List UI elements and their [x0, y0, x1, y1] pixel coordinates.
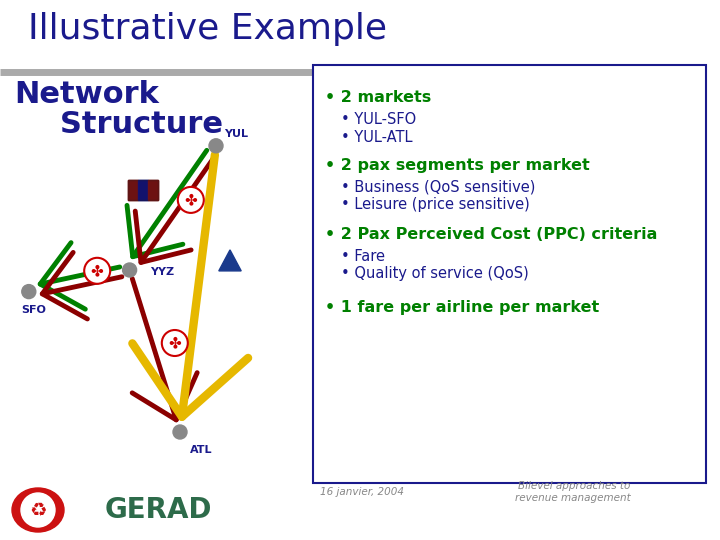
- Circle shape: [22, 285, 36, 299]
- Text: • YUL-ATL: • YUL-ATL: [341, 130, 413, 145]
- Bar: [313, 65, 706, 483]
- Text: • Quality of service (QoS): • Quality of service (QoS): [341, 266, 529, 281]
- Text: YYZ: YYZ: [150, 267, 174, 277]
- Bar: [128, 180, 158, 200]
- Text: SFO: SFO: [21, 305, 45, 315]
- Circle shape: [162, 330, 188, 356]
- Text: ATL: ATL: [190, 445, 212, 455]
- Circle shape: [84, 258, 110, 284]
- Text: YUL: YUL: [224, 129, 248, 139]
- Text: • 2 Pax Perceived Cost (PPC) criteria: • 2 Pax Perceived Cost (PPC) criteria: [325, 227, 657, 242]
- Circle shape: [173, 425, 187, 439]
- Text: • 2 markets: • 2 markets: [325, 90, 431, 105]
- Text: Structure: Structure: [28, 110, 223, 139]
- Text: 16 janvier, 2004: 16 janvier, 2004: [320, 487, 404, 497]
- Bar: [128, 180, 138, 200]
- Text: • Fare: • Fare: [341, 249, 385, 264]
- Text: • Business (QoS sensitive): • Business (QoS sensitive): [341, 180, 536, 195]
- Text: • 1 fare per airline per market: • 1 fare per airline per market: [325, 300, 600, 315]
- Bar: [148, 180, 158, 200]
- Text: Bilevel approaches to
revenue management: Bilevel approaches to revenue management: [515, 481, 631, 503]
- Ellipse shape: [12, 488, 64, 532]
- Text: • YUL-SFO: • YUL-SFO: [341, 112, 416, 127]
- Circle shape: [178, 187, 204, 213]
- Polygon shape: [219, 250, 241, 271]
- Circle shape: [122, 263, 137, 277]
- Text: • Leisure (price sensitive): • Leisure (price sensitive): [341, 197, 530, 212]
- Text: ✤: ✤: [168, 335, 181, 350]
- Text: GERAD: GERAD: [105, 496, 212, 524]
- Bar: [138, 180, 148, 200]
- Text: ♻: ♻: [30, 501, 47, 519]
- Text: Illustrative Example: Illustrative Example: [28, 12, 387, 46]
- Text: • 2 pax segments per market: • 2 pax segments per market: [325, 158, 590, 173]
- Text: ✤: ✤: [91, 264, 104, 278]
- Circle shape: [21, 493, 55, 527]
- Circle shape: [209, 139, 223, 153]
- Text: Network: Network: [14, 80, 159, 109]
- Text: ✤: ✤: [184, 192, 197, 207]
- Bar: [128, 180, 158, 200]
